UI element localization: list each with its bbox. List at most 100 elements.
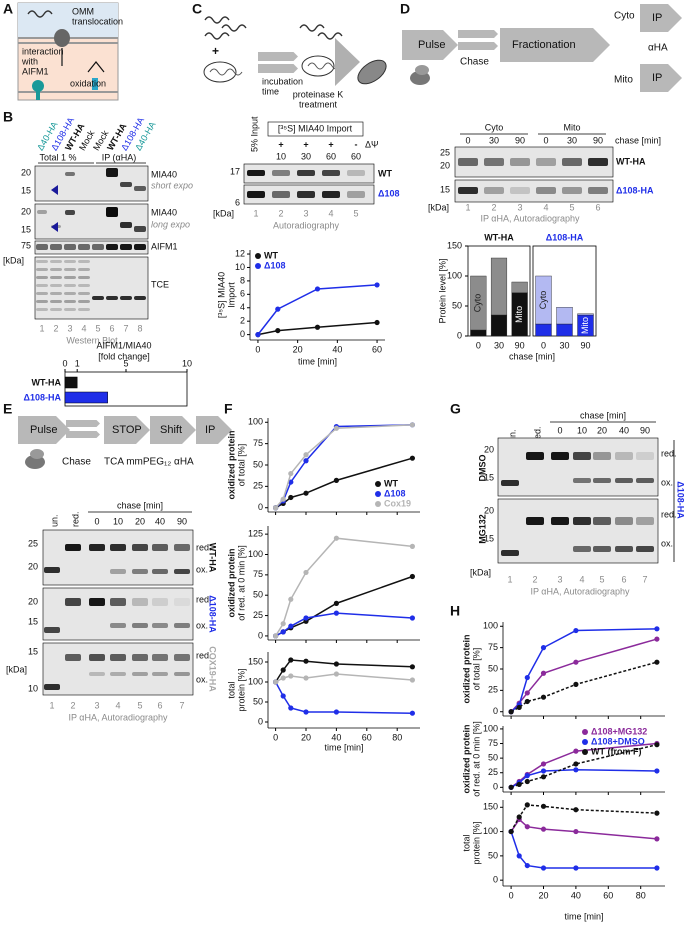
- label: Protein level [%]: [437, 258, 447, 323]
- band: [50, 300, 62, 303]
- label: 1: [49, 700, 54, 710]
- header-box: [267, 121, 364, 137]
- band: [636, 452, 654, 460]
- band: [174, 598, 190, 606]
- band: [106, 244, 118, 250]
- x-tick-label: 60: [362, 732, 372, 742]
- label: IP αHA, Autoradiography: [68, 712, 168, 722]
- label: +: [328, 139, 333, 149]
- band: [64, 268, 76, 271]
- y-tick-label: 50: [253, 590, 263, 600]
- arrow: [18, 416, 70, 444]
- label: 10: [577, 425, 587, 435]
- label: short expo: [151, 180, 193, 190]
- label: IP: [652, 12, 662, 24]
- legend-swatch: [582, 739, 588, 745]
- legend-label: Δ108+MG132: [591, 726, 647, 736]
- label: [kDa]: [213, 208, 234, 218]
- y-tick-label: 50: [253, 696, 263, 706]
- band: [347, 170, 365, 176]
- legend-label: WT (from F): [591, 746, 641, 756]
- ribosome: [30, 449, 44, 459]
- band: [50, 308, 62, 311]
- label: 15: [21, 185, 31, 195]
- data-point: [573, 767, 579, 773]
- band: [458, 187, 478, 194]
- band: [573, 517, 591, 525]
- bar-segment: [556, 323, 573, 337]
- band: [588, 158, 608, 166]
- label: 1: [39, 323, 44, 333]
- y-tick-label: 75: [488, 738, 498, 748]
- band: [536, 158, 556, 166]
- data-point: [409, 543, 415, 549]
- band: [44, 567, 60, 573]
- band: [120, 296, 132, 300]
- y-tick-label: 100: [248, 549, 263, 559]
- band: [106, 296, 118, 300]
- data-point: [273, 679, 279, 685]
- aifm1: [36, 88, 40, 100]
- data-point: [333, 709, 339, 715]
- label: WT-HA: [616, 156, 646, 166]
- label: Δ108-HA: [546, 232, 584, 242]
- legend-label: Cox19: [384, 498, 411, 508]
- band: [174, 569, 190, 574]
- band: [573, 452, 591, 460]
- label: [kDa]: [3, 255, 24, 265]
- band: [152, 544, 168, 551]
- data-point: [573, 748, 579, 754]
- data-point: [573, 659, 579, 665]
- arrow: [500, 28, 610, 62]
- band: [636, 517, 654, 525]
- label: [kDa]: [428, 202, 449, 212]
- blot: [497, 498, 659, 564]
- band: [78, 244, 90, 250]
- band: [50, 244, 62, 250]
- label: oxidized protein: [226, 430, 236, 499]
- label: 4: [543, 202, 548, 212]
- data-point: [573, 807, 579, 813]
- y-tick-label: 50: [488, 850, 498, 860]
- arrow: [258, 52, 298, 61]
- y-tick-label: 25: [488, 767, 498, 777]
- disulfide: [87, 61, 105, 73]
- band: [120, 182, 132, 187]
- legend-swatch: [582, 729, 588, 735]
- data-point: [409, 710, 415, 716]
- band: [322, 191, 340, 198]
- label: WT-HA: [208, 543, 218, 573]
- x-tick-label: 90: [580, 340, 590, 350]
- series-line: [274, 681, 413, 714]
- data-point: [654, 865, 660, 871]
- label: Autoradiography: [273, 220, 340, 230]
- band: [615, 517, 633, 525]
- label: Cyto: [538, 291, 548, 310]
- data-point: [540, 761, 547, 767]
- data-point: [288, 623, 294, 629]
- label: red.: [532, 426, 542, 442]
- data-point: [540, 865, 547, 871]
- label: 15: [440, 184, 450, 194]
- label: STOP: [112, 424, 142, 436]
- label: 15: [28, 616, 38, 626]
- label: DMSO: [477, 455, 487, 482]
- label: 15: [484, 533, 494, 543]
- y-tick-label: 50: [488, 752, 498, 762]
- cristae: [209, 68, 243, 76]
- label: AIFM1: [22, 66, 49, 76]
- protein: [27, 10, 53, 18]
- label: oxidized protein: [226, 548, 236, 617]
- x-tick-label: 20: [538, 890, 548, 900]
- label: 20: [484, 444, 494, 454]
- label: time [min]: [564, 911, 603, 921]
- panel-letter: G: [450, 401, 461, 417]
- label: 10: [28, 683, 38, 693]
- data-point: [524, 802, 530, 808]
- x-tick-label: 0: [509, 890, 514, 900]
- label: 7: [179, 700, 184, 710]
- band: [36, 292, 48, 295]
- label: WT: [378, 168, 392, 178]
- data-point: [524, 824, 530, 830]
- y-tick-label: 0: [258, 630, 263, 640]
